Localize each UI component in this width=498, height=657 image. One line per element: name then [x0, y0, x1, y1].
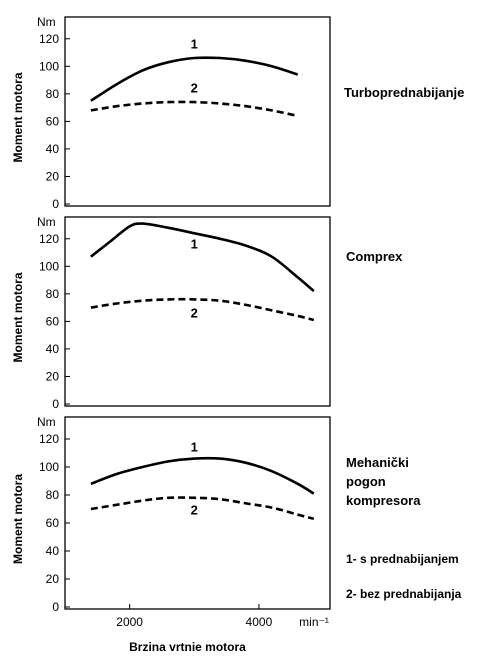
- series-2-line: [90, 100, 298, 118]
- y-tick-label: 100: [39, 259, 59, 273]
- y-axis-label: Moment motora: [11, 474, 25, 564]
- y-tick-label: 40: [46, 544, 60, 558]
- y-tick-label: 80: [46, 488, 60, 502]
- y-tick-label: 60: [46, 314, 60, 328]
- y-axis-label: Moment motora: [11, 72, 25, 162]
- y-tick-label: 20: [46, 169, 60, 183]
- y-tick-label: 0: [52, 600, 59, 614]
- series-1-label: 1: [191, 440, 198, 455]
- y-tick-label: 100: [39, 59, 59, 73]
- x-unit-label: min⁻¹: [299, 615, 329, 629]
- y-tick-label: 60: [46, 516, 60, 530]
- side-label-comprex: Comprex: [346, 249, 403, 264]
- y-tick-label: 100: [39, 460, 59, 474]
- series-2-label: 2: [191, 305, 198, 320]
- series-1-line: [90, 56, 299, 102]
- series-1-line: [90, 222, 315, 293]
- series-2-line: [90, 297, 315, 322]
- series-2-line: [90, 496, 315, 521]
- legend-item-2: 2- bez prednabijanja: [346, 587, 462, 601]
- series-1-label: 1: [191, 236, 198, 251]
- series-2-label: 2: [191, 503, 198, 518]
- y-unit-label: Nm: [37, 215, 56, 229]
- chart-panel-3: Nm 0 20 40 60 80 100 120 Moment motora 2000 4000 mi…: [11, 415, 331, 654]
- y-tick-label: 40: [46, 142, 60, 156]
- series-2-label: 2: [191, 80, 198, 95]
- legend-item-1: 1- s prednabijanjem: [346, 552, 459, 566]
- side-label-mechanical: Mehanički pogon kompresora: [346, 455, 421, 508]
- y-tick-label: 120: [39, 32, 59, 46]
- y-tick-label: 0: [52, 397, 59, 411]
- x-axis-label: Brzina vrtnie motora: [129, 640, 246, 654]
- side-label-turbo: Turboprednabijanje: [344, 85, 465, 100]
- y-tick-label: 20: [46, 369, 60, 383]
- y-unit-label: Nm: [37, 415, 56, 429]
- y-unit-label: Nm: [37, 15, 56, 29]
- y-tick-label: 0: [52, 197, 59, 211]
- series-1-label: 1: [191, 36, 198, 51]
- y-axis-label: Moment motora: [11, 272, 25, 362]
- y-tick-label: 20: [46, 572, 60, 586]
- x-tick-label: 4000: [246, 615, 273, 629]
- y-tick-label: 40: [46, 342, 60, 356]
- chart-panel-2: Nm 0 20 40 60 80 100 120 Moment motora 1 2: [11, 215, 331, 411]
- series-1-line: [90, 456, 315, 495]
- plot-frame: [64, 216, 331, 407]
- chart-panel-1: Nm 0 20 40 60 80 100 120 Moment motora 1 2: [11, 15, 331, 211]
- y-tick-label: 80: [46, 287, 60, 301]
- x-tick-label: 2000: [116, 615, 143, 629]
- y-tick-label: 80: [46, 87, 60, 101]
- y-tick-label: 120: [39, 232, 59, 246]
- plot-frame: [64, 416, 331, 610]
- plot-frame: [64, 16, 331, 207]
- y-tick-label: 120: [39, 432, 59, 446]
- y-tick-label: 60: [46, 114, 60, 128]
